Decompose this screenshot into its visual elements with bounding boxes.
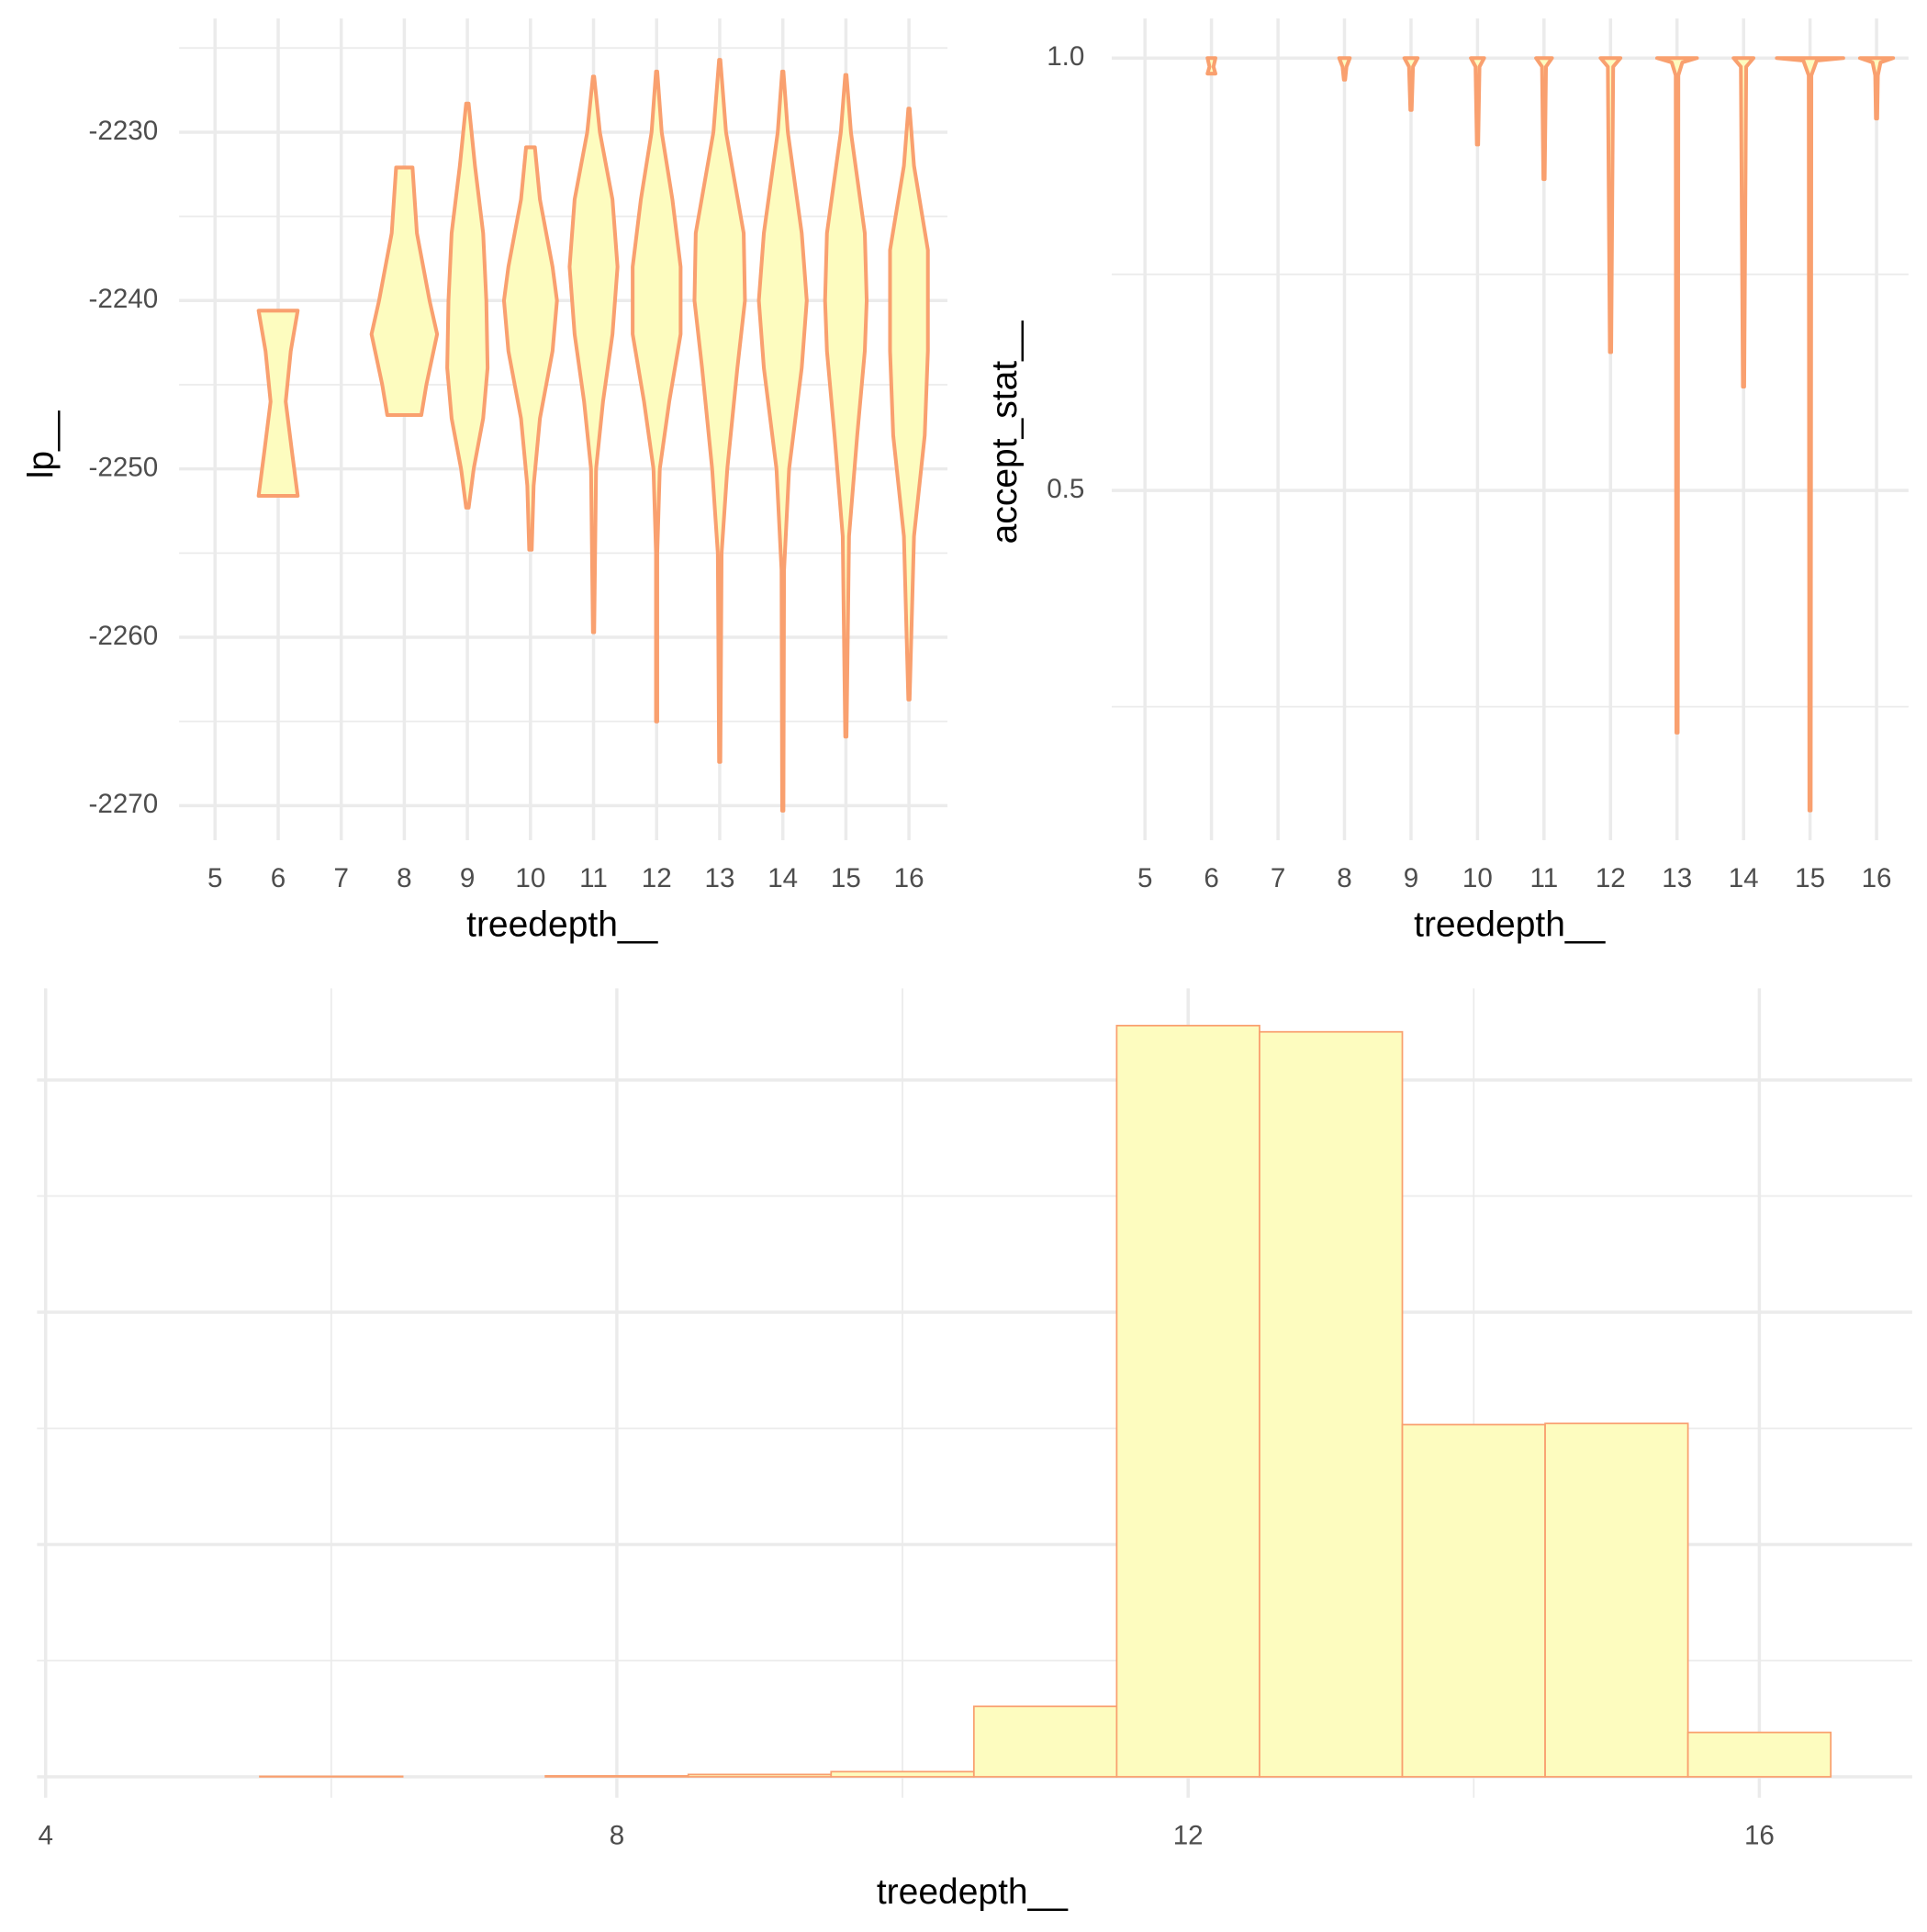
violin bbox=[1337, 56, 1352, 82]
violin bbox=[1205, 56, 1217, 76]
violin bbox=[1402, 56, 1420, 112]
violin bbox=[445, 101, 490, 510]
x-tick-label: 6 bbox=[271, 863, 286, 893]
violin bbox=[501, 145, 559, 552]
histogram-bar bbox=[259, 1775, 404, 1778]
panel: 0.5 1.0 5 6 7 8 9 10 11 12 13 14 15 16 treedepth__ acce… bbox=[985, 18, 1909, 944]
x-tick-label: 7 bbox=[1271, 863, 1285, 893]
violin bbox=[1469, 56, 1486, 147]
x-axis-title: treedepth__ bbox=[877, 1872, 1069, 1912]
panel: -2270 -2260 -2250 -2240 -2230 5 6 7 8 9 10 11 12 13 14… bbox=[21, 18, 948, 944]
histogram-bar bbox=[544, 1775, 689, 1778]
x-tick-label: 16 bbox=[1744, 1821, 1775, 1851]
x-tick-label: 8 bbox=[610, 1821, 624, 1851]
x-tick-label: 11 bbox=[579, 863, 608, 893]
violin bbox=[1731, 56, 1756, 389]
x-tick-label: 7 bbox=[333, 863, 348, 893]
histogram-bar bbox=[972, 1705, 1118, 1778]
violin bbox=[567, 74, 620, 635]
x-tick-label: 13 bbox=[704, 863, 734, 893]
x-tick-label: 9 bbox=[1404, 863, 1418, 893]
violin bbox=[631, 69, 683, 724]
y-tick-label: 0.5 bbox=[1047, 474, 1084, 504]
violin bbox=[256, 309, 300, 499]
violin bbox=[1775, 56, 1845, 813]
x-tick-label: 12 bbox=[1173, 1821, 1204, 1851]
x-axis-title: treedepth__ bbox=[466, 904, 658, 944]
x-tick-label: 16 bbox=[894, 863, 924, 893]
histogram-bar bbox=[830, 1770, 975, 1778]
x-tick-label: 5 bbox=[207, 863, 222, 893]
y-axis-title: accept_stat__ bbox=[985, 320, 1025, 544]
violin bbox=[756, 69, 809, 813]
violin bbox=[888, 107, 930, 702]
y-tick-label: -2250 bbox=[89, 452, 159, 482]
histogram-bar bbox=[1115, 1025, 1260, 1778]
violin bbox=[1598, 56, 1623, 354]
x-tick-label: 4 bbox=[38, 1821, 52, 1851]
x-tick-label: 8 bbox=[1337, 863, 1351, 893]
y-tick-label: -2270 bbox=[89, 789, 159, 819]
histogram-bar bbox=[1259, 1030, 1404, 1778]
x-tick-label: 15 bbox=[1795, 863, 1825, 893]
violin bbox=[692, 58, 747, 764]
x-tick-label: 12 bbox=[1596, 863, 1626, 893]
x-tick-label: 11 bbox=[1529, 863, 1558, 893]
x-tick-label: 9 bbox=[460, 863, 475, 893]
histogram-bar bbox=[1401, 1423, 1546, 1778]
violin bbox=[369, 165, 440, 418]
histogram-bar bbox=[687, 1773, 833, 1778]
x-tick-label: 6 bbox=[1204, 863, 1218, 893]
x-tick-label: 15 bbox=[831, 863, 861, 893]
violin bbox=[1857, 56, 1896, 121]
x-tick-label: 13 bbox=[1662, 863, 1692, 893]
x-tick-label: 8 bbox=[397, 863, 411, 893]
y-tick-label: 1.0 bbox=[1047, 41, 1084, 72]
x-tick-label: 5 bbox=[1137, 863, 1152, 893]
x-tick-label: 16 bbox=[1862, 863, 1892, 893]
x-tick-label: 10 bbox=[515, 863, 545, 893]
y-tick-label: -2230 bbox=[89, 116, 159, 146]
violin bbox=[1534, 56, 1554, 182]
violin bbox=[1654, 56, 1699, 735]
x-tick-label: 10 bbox=[1462, 863, 1493, 893]
x-tick-label: 12 bbox=[642, 863, 672, 893]
y-tick-label: -2260 bbox=[89, 621, 159, 651]
x-axis-title: treedepth__ bbox=[1414, 904, 1606, 944]
panel: 4 8 12 16 treedepth__ bbox=[37, 988, 1912, 1912]
x-tick-label: 14 bbox=[767, 863, 798, 893]
histogram-bar bbox=[1686, 1731, 1832, 1778]
y-axis-title: lp__ bbox=[21, 410, 61, 478]
violin bbox=[823, 73, 869, 739]
histogram-bar bbox=[1544, 1422, 1689, 1778]
y-tick-label: -2240 bbox=[89, 284, 159, 314]
x-tick-label: 14 bbox=[1729, 863, 1759, 893]
